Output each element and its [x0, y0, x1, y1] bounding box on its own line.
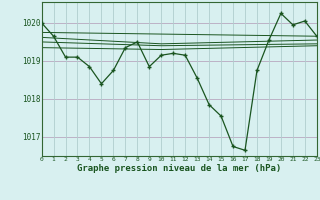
X-axis label: Graphe pression niveau de la mer (hPa): Graphe pression niveau de la mer (hPa) [77, 164, 281, 173]
